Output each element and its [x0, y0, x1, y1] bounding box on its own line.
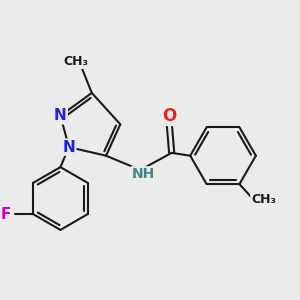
- Text: O: O: [162, 107, 176, 125]
- Text: N: N: [63, 140, 75, 154]
- Text: N: N: [54, 108, 67, 123]
- Text: CH₃: CH₃: [64, 55, 88, 68]
- Text: NH: NH: [131, 167, 155, 181]
- Text: CH₃: CH₃: [251, 193, 276, 206]
- Text: F: F: [1, 207, 11, 222]
